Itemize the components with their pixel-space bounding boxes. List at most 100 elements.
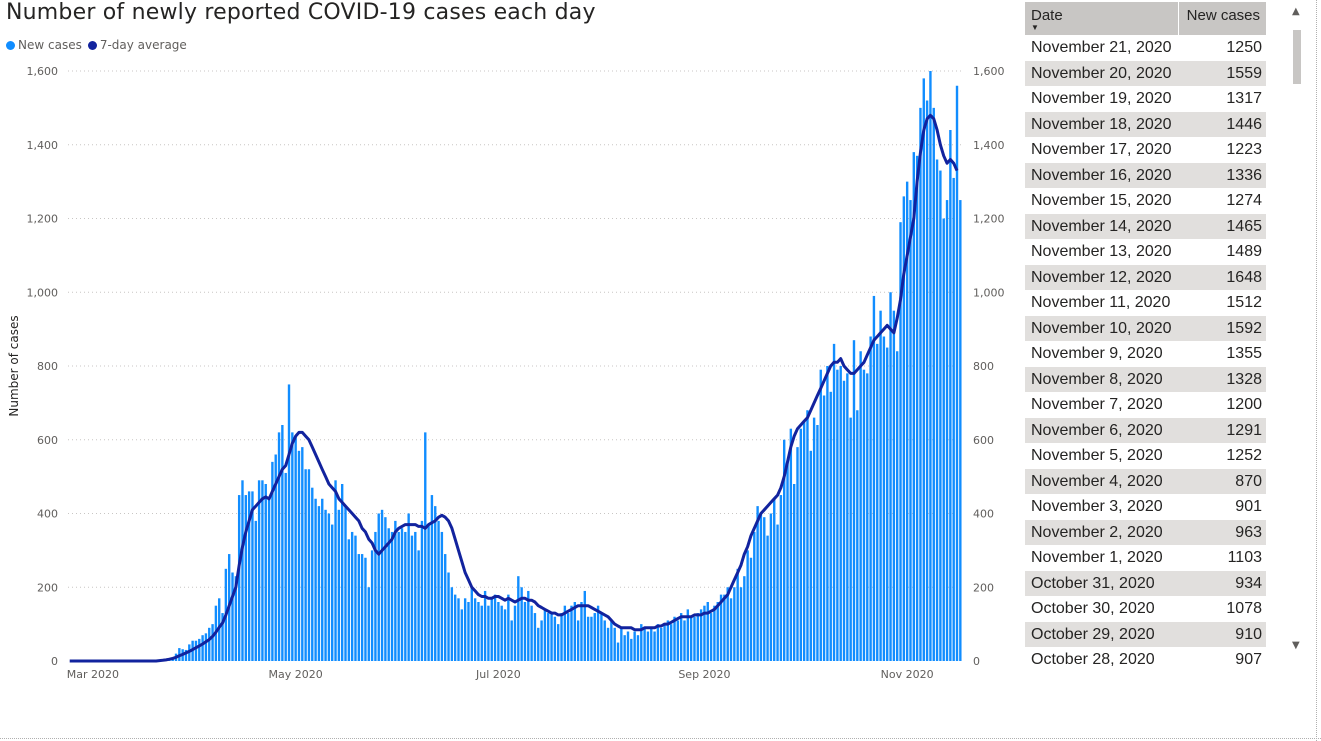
bar[interactable] [537,627,540,661]
bar[interactable] [640,624,643,661]
bar[interactable] [277,432,281,661]
bar[interactable] [417,550,420,661]
bar[interactable] [909,200,912,661]
table-row[interactable]: November 13, 2020 1489 [1025,239,1266,265]
bar[interactable] [879,310,882,661]
bar[interactable] [327,513,331,662]
bar[interactable] [689,616,693,661]
bar[interactable] [204,633,208,661]
bar[interactable] [603,620,606,661]
column-header-new-cases[interactable]: New cases [1177,2,1266,35]
bar[interactable] [895,351,899,661]
bar[interactable] [876,343,879,661]
bar[interactable] [473,598,477,661]
bar[interactable] [543,609,547,661]
cases-table[interactable]: Date ▼ New cases November 21, 2020 1250 Nov… [1025,2,1266,674]
bar[interactable] [503,609,507,661]
bar[interactable] [583,590,586,661]
bar[interactable] [799,428,803,661]
bar[interactable] [397,531,400,661]
table-row[interactable]: October 28, 2020 907 [1025,647,1266,673]
bar[interactable] [709,613,713,661]
bar[interactable] [869,336,872,662]
table-row[interactable]: November 8, 2020 1328 [1025,366,1266,392]
bar[interactable] [457,598,460,661]
table-row[interactable]: November 21, 2020 1250 [1025,35,1266,61]
line-7-day-average[interactable] [69,113,959,663]
bar[interactable] [746,550,749,661]
bar[interactable] [257,480,261,661]
bar[interactable] [653,631,656,662]
bar[interactable] [297,450,301,661]
bar[interactable] [530,605,533,661]
bar[interactable] [852,340,856,661]
bar[interactable] [344,506,347,661]
bar[interactable] [533,613,537,661]
bar[interactable] [886,347,889,661]
bar[interactable] [786,461,789,661]
bar[interactable] [676,620,680,661]
table-row[interactable]: November 15, 2020 1274 [1025,188,1266,214]
bar[interactable] [812,417,816,661]
bar[interactable] [713,605,716,661]
bar[interactable] [427,524,430,661]
bar[interactable] [360,554,364,661]
bar[interactable] [483,590,487,661]
bar[interactable] [929,71,932,661]
bar[interactable] [716,602,719,661]
table-row[interactable]: November 18, 2020 1446 [1025,111,1266,137]
bar[interactable] [463,598,467,661]
scroll-thumb[interactable] [1293,30,1301,84]
table-row[interactable]: October 29, 2020 910 [1025,621,1266,647]
table-row[interactable]: November 16, 2020 1336 [1025,162,1266,188]
bar[interactable] [337,509,341,661]
bar[interactable] [942,218,945,662]
bar[interactable] [560,613,563,661]
bar[interactable] [892,310,896,661]
table-row[interactable]: November 14, 2020 1465 [1025,213,1266,239]
bar[interactable] [643,627,646,661]
bar[interactable] [656,624,660,661]
bar[interactable] [613,627,616,661]
bar[interactable] [480,605,483,661]
bar[interactable] [563,605,567,661]
bar[interactable] [839,366,842,661]
bar[interactable] [201,635,204,661]
bar[interactable] [420,520,424,661]
bar[interactable] [726,587,729,661]
bar[interactable] [550,613,553,661]
bar[interactable] [274,454,277,662]
bar[interactable] [364,557,367,661]
bar[interactable] [882,336,886,662]
bar[interactable] [211,624,214,661]
bar[interactable] [826,366,829,661]
bar[interactable] [872,295,876,661]
bar[interactable] [596,605,600,661]
bar[interactable] [566,613,570,661]
bar[interactable] [952,177,955,661]
bar[interactable] [889,292,892,661]
bar[interactable] [440,531,444,661]
bar[interactable] [447,572,450,662]
table-row[interactable]: October 31, 2020 934 [1025,570,1266,596]
bar[interactable] [437,520,440,661]
bar[interactable] [404,531,407,661]
bar[interactable] [693,616,696,661]
bar[interactable] [264,484,267,661]
bar[interactable] [902,196,906,661]
bar[interactable] [331,524,334,661]
bar[interactable] [949,130,952,661]
bar[interactable] [955,85,959,661]
table-row[interactable]: October 30, 2020 1078 [1025,596,1266,622]
bar[interactable] [460,609,464,661]
bar[interactable] [347,539,351,661]
bar[interactable] [377,513,380,662]
bar[interactable] [254,520,257,661]
bar[interactable] [424,432,427,661]
bar[interactable] [477,602,480,661]
bar[interactable] [294,436,297,661]
bar[interactable] [387,528,390,661]
column-header-date[interactable]: Date ▼ [1025,2,1178,35]
bar[interactable] [487,605,490,661]
scroll-up-icon[interactable]: ▲ [1292,6,1300,17]
